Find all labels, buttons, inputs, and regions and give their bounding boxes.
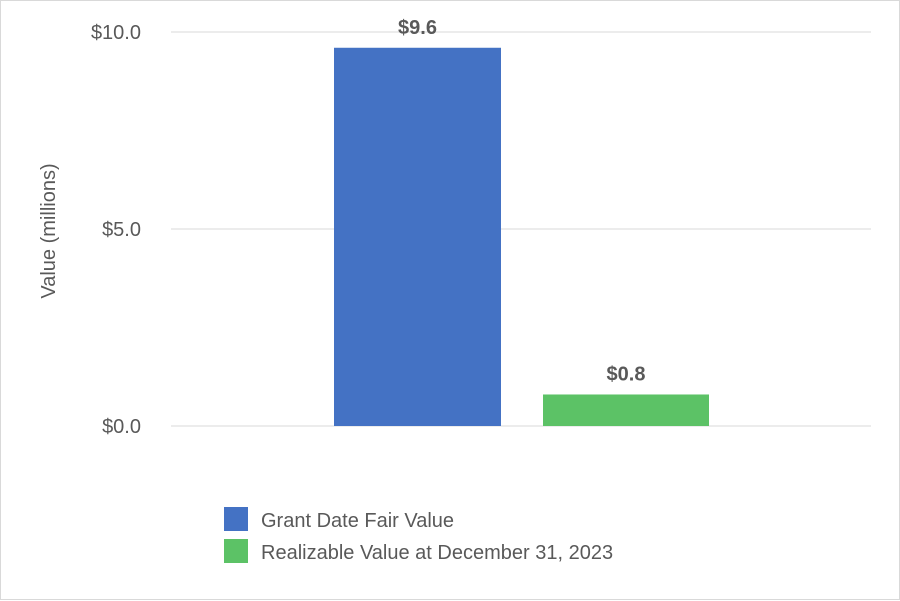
bar — [334, 47, 501, 426]
bar-value-label: $9.6 — [398, 17, 437, 39]
legend-label: Realizable Value at December 31, 2023 — [261, 542, 613, 564]
legend-swatch — [224, 507, 248, 531]
y-tick-label: $10.0 — [91, 22, 141, 44]
legend-label: Grant Date Fair Value — [261, 510, 454, 532]
y-axis-label: Value (millions) — [38, 163, 60, 298]
y-tick-label: $0.0 — [102, 416, 141, 438]
y-axis-ticks: $0.0 $5.0 $10.0 — [91, 22, 141, 438]
bar — [543, 394, 709, 426]
bar-value-label: $0.8 — [607, 363, 646, 385]
data-labels: $9.6 $0.8 — [398, 17, 645, 386]
bars — [334, 47, 709, 426]
legend-swatch — [224, 539, 248, 563]
gridlines — [171, 31, 871, 427]
legend: Grant Date Fair Value Realizable Value at… — [224, 507, 613, 564]
y-tick-label: $5.0 — [102, 219, 141, 241]
